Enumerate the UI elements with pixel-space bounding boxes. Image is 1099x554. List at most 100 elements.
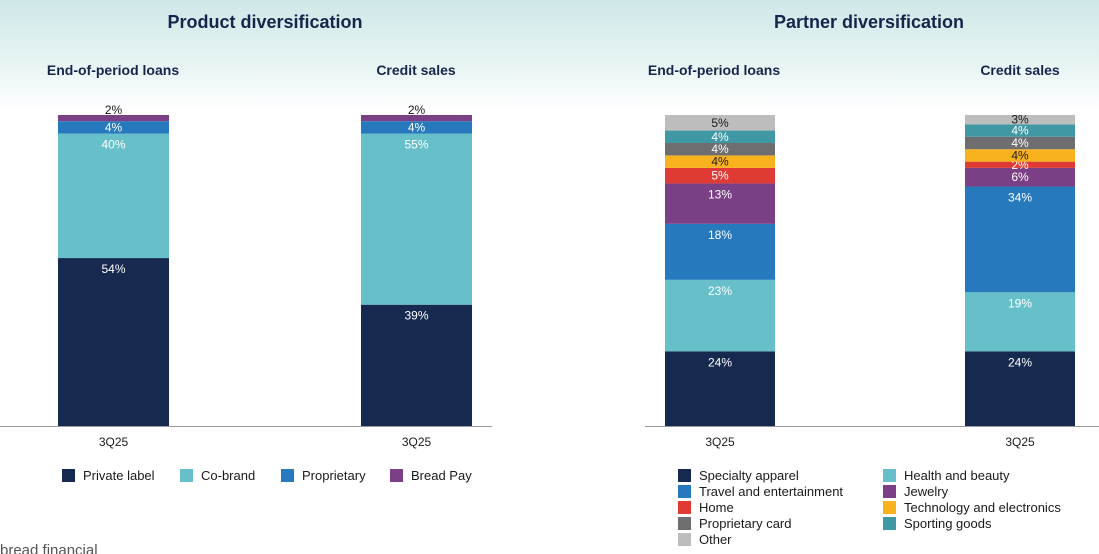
partner-bar-1-sporting-goods [665,130,775,143]
product-bar-2-bread-pay [361,115,472,122]
partner-bar-2-health-beauty [965,292,1075,352]
partner-label-1-jewelry: 13% [708,187,732,201]
product-label-2-proprietary: 4% [408,120,426,134]
product-label-2-bread-pay: 2% [408,103,426,117]
partner-bar-1-home [665,167,775,184]
product-bar-2-co-brand [361,133,472,305]
partner-bar-2-technology [965,149,1075,162]
partner-legend-label: Home [699,500,734,515]
partner-tick-2: 3Q25 [1005,435,1035,449]
partner-bar-2-travel [965,186,1075,293]
partner-legend-item-proprietary-card: Proprietary card [678,516,791,532]
partner-bar-1-travel [665,223,775,280]
product-bar-1-bread-pay [58,115,169,122]
partner-legend-label: Other [699,532,732,547]
partner-legend-item-other: Other [678,532,732,548]
partner-label-2-jewelry: 6% [1011,170,1029,184]
partner-label-1-specialty-apparel: 24% [708,355,732,369]
partner-bar-1-technology [665,155,775,168]
partner-label-1-home: 5% [711,169,729,183]
product-label-2-private-label: 39% [404,309,428,323]
partner-label-2-specialty-apparel: 24% [1008,355,1032,369]
partner-col-label-loans: End-of-period loans [647,62,781,78]
partner-legend-label: Travel and entertainment [699,484,844,499]
partner-bar-2-other [965,115,1075,125]
product-legend-label: Proprietary [302,468,366,483]
product-bar-2-private-label [361,304,472,426]
partner-label-2-health-beauty: 19% [1008,296,1032,310]
partner-legend-swatch [883,469,896,482]
partner-legend-swatch [883,501,896,514]
partner-legend-swatch [678,469,691,482]
partner-legend-label: Jewelry [904,484,949,499]
partner-legend-label: Technology and electronics [904,500,1061,515]
partner-legend-swatch [883,485,896,498]
product-bar-1-co-brand [58,133,169,259]
partner-label-2-travel: 34% [1008,191,1032,205]
partner-label-1-health-beauty: 23% [708,284,732,298]
partner-legend-swatch [883,517,896,530]
product-tick-1: 3Q25 [99,435,129,449]
product-label-1-bread-pay: 2% [105,103,123,117]
partner-label-1-other: 5% [711,116,729,130]
partner-bar-2-home [965,161,1075,168]
partner-legend-item-health-beauty: Health and beauty [883,468,1010,484]
product-legend-label: Co-brand [201,468,256,483]
partner-legend-item-travel: Travel and entertainment [678,484,843,500]
partner-legend-item-home: Home [678,500,734,516]
product-col-label-sales: Credit sales [376,62,456,78]
partner-label-1-travel: 18% [708,228,732,242]
product-label-1-co-brand: 40% [101,138,125,152]
partner-legend-item-specialty-apparel: Specialty apparel [678,468,799,484]
product-label-1-private-label: 54% [101,262,125,276]
partner-legend-swatch [678,485,691,498]
product-legend-label: Bread Pay [411,468,472,483]
partner-col-label-sales: Credit sales [980,62,1060,78]
partner-label-2-other: 3% [1011,113,1029,127]
partner-bar-1-specialty-apparel [665,351,775,426]
partner-legend-item-jewelry: Jewelry [883,484,948,500]
product-label-2-co-brand: 55% [404,138,428,152]
partner-legend-swatch [678,501,691,514]
partner-legend-item-sporting-goods: Sporting goods [883,516,991,532]
product-bar-1-private-label [58,258,169,426]
partner-legend-label: Health and beauty [904,468,1010,483]
partner-legend-swatch [678,533,691,546]
product-bar-1-proprietary [58,121,169,134]
partner-section-title: Partner diversification [773,12,965,32]
partner-bar-1-jewelry [665,183,775,224]
partner-legend-label: Sporting goods [904,516,992,531]
partner-label-1-technology: 4% [711,155,729,169]
product-legend-label: Private label [83,468,155,483]
partner-label-1-proprietary-card: 4% [711,142,729,156]
partner-bar-2-proprietary-card [965,136,1075,150]
partner-label-2-proprietary-card: 4% [1011,136,1029,150]
product-legend-item-co-brand: Co-brand [180,468,255,484]
partner-tick-1: 3Q25 [705,435,735,449]
partner-bar-1-other [665,115,775,131]
partner-bar-2-specialty-apparel [965,351,1075,426]
partner-label-2-technology: 4% [1011,148,1029,162]
product-legend-item-proprietary: Proprietary [281,468,366,484]
product-col-label-loans: End-of-period loans [46,62,180,78]
product-legend-swatch [281,469,294,482]
product-legend-swatch [62,469,75,482]
product-bar-2-proprietary [361,121,472,134]
product-tick-2: 3Q25 [402,435,432,449]
partner-legend-swatch [678,517,691,530]
product-legend-item-bread-pay: Bread Pay [390,468,472,484]
product-legend-item-private-label: Private label [62,468,155,484]
partner-legend-item-technology: Technology and electronics [883,500,1061,516]
product-legend-swatch [180,469,193,482]
partner-bar-2-sporting-goods [965,124,1075,137]
partner-legend-label: Proprietary card [699,516,792,531]
product-label-1-proprietary: 4% [105,120,123,134]
partner-label-1-sporting-goods: 4% [711,130,729,144]
company-logo: bread financial [0,543,98,554]
product-legend-swatch [390,469,403,482]
partner-legend-label: Specialty apparel [699,468,799,483]
partner-label-2-sporting-goods: 4% [1011,124,1029,138]
product-section-title: Product diversification [167,12,363,32]
partner-bar-1-proprietary-card [665,142,775,156]
